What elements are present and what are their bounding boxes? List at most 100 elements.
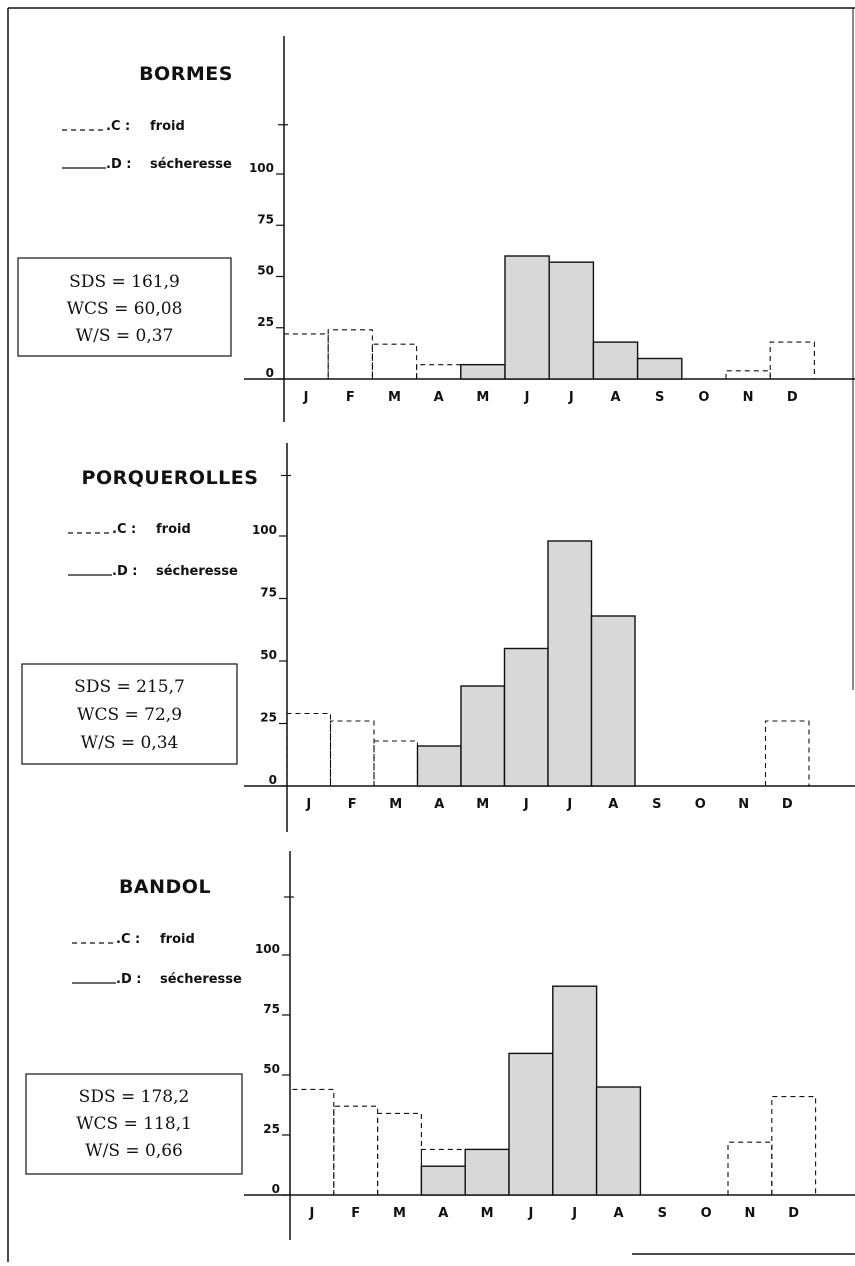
legend-code: .D : (116, 972, 141, 987)
month-label: A (608, 797, 618, 812)
y-tick-label: 50 (257, 264, 274, 278)
month-label: J (527, 1206, 533, 1221)
drought-bar (420, 1165, 466, 1196)
cold-bar (764, 720, 810, 786)
chart-panel-bandol: BANDOL .C : froid .D : sécheresse SDS = 178,2… (25, 851, 855, 1240)
legend-code: .D : (112, 564, 137, 579)
drought-bar (552, 985, 598, 1196)
y-tick-label: 75 (263, 1002, 280, 1016)
month-label: O (695, 797, 706, 812)
month-label: F (346, 390, 355, 405)
y-tick-label: 25 (263, 1122, 280, 1136)
month-label: D (787, 390, 798, 405)
stats-line: W/S = 0,34 (81, 733, 179, 753)
y-tick-label: 25 (260, 711, 277, 725)
cold-bar (371, 343, 418, 379)
month-label: J (305, 797, 311, 812)
month-label: M (481, 1206, 494, 1221)
month-label: J (566, 797, 572, 812)
y-tick-label: 100 (255, 942, 280, 956)
stats-box (21, 663, 238, 765)
legend-code: .C : (116, 932, 140, 947)
drought-bar (548, 261, 595, 380)
month-label: D (782, 797, 793, 812)
cold-bar (289, 1088, 335, 1195)
month-label: S (658, 1206, 667, 1221)
legend-label: sécheresse (156, 564, 238, 579)
legend-code: .D : (106, 157, 131, 172)
cold-bar (286, 712, 332, 786)
y-tick-label: 100 (249, 161, 274, 175)
drought-bar (590, 615, 636, 787)
legend-label: froid (156, 522, 191, 537)
drought-bar (547, 540, 593, 787)
y-tick-label: 0 (269, 773, 277, 787)
month-label: N (738, 797, 749, 812)
month-label: J (303, 390, 309, 405)
month-label: S (652, 797, 661, 812)
cold-bar (727, 1141, 773, 1195)
drought-bar (508, 1052, 554, 1196)
drought-bar (636, 357, 683, 380)
month-label: A (613, 1206, 623, 1221)
drought-bar (504, 255, 550, 380)
legend-label: sécheresse (160, 972, 242, 987)
month-label: S (655, 390, 664, 405)
month-label: N (743, 390, 754, 405)
stats-box (17, 257, 232, 357)
month-label: F (348, 797, 357, 812)
month-label: A (434, 797, 444, 812)
drought-bar (460, 685, 506, 787)
cold-bar (283, 333, 329, 379)
drought-bar (595, 1086, 642, 1196)
chart-panels: BORMES .C : froid .D : sécheresse SDS = 161,9… (17, 36, 855, 1240)
month-label: J (568, 390, 574, 405)
month-label: O (701, 1206, 712, 1221)
stats-line: WCS = 118,1 (76, 1114, 192, 1134)
y-tick-label: 50 (260, 648, 277, 662)
month-label: M (476, 797, 489, 812)
panel-title: BANDOL (119, 876, 211, 898)
legend-label: sécheresse (150, 157, 232, 172)
month-label: D (788, 1206, 799, 1221)
stats-line: WCS = 60,08 (67, 299, 183, 319)
y-tick-label: 75 (260, 586, 277, 600)
month-label: N (744, 1206, 755, 1221)
month-label: F (351, 1206, 360, 1221)
cold-bar (771, 1096, 817, 1195)
month-label: J (308, 1206, 314, 1221)
month-label: J (523, 797, 529, 812)
legend-label: froid (160, 932, 195, 947)
cold-bar (725, 370, 771, 379)
y-tick-label: 25 (257, 315, 274, 329)
month-label: A (610, 390, 620, 405)
cold-bar (416, 364, 462, 379)
month-label: M (388, 390, 401, 405)
y-tick-label: 0 (266, 366, 274, 380)
chart-panel-bormes: BORMES .C : froid .D : sécheresse SDS = 161,9… (17, 36, 855, 422)
month-label: M (476, 390, 489, 405)
drought-bar (503, 647, 549, 787)
panel-title: BORMES (139, 63, 233, 85)
month-label: O (698, 390, 709, 405)
cold-bar (769, 341, 815, 379)
legend-code: .C : (106, 119, 130, 134)
chart-panel-porquerolles: PORQUEROLLES .C : froid .D : sécheresse SDS =… (21, 443, 855, 832)
legend-code: .C : (112, 522, 136, 537)
cold-bar (373, 740, 419, 786)
stats-line: SDS = 161,9 (69, 272, 180, 292)
month-label: A (438, 1206, 448, 1221)
panel-title: PORQUEROLLES (82, 467, 259, 489)
y-tick-label: 0 (272, 1182, 280, 1196)
cold-bar (329, 720, 375, 786)
stats-line: W/S = 0,37 (76, 326, 174, 346)
drought-bar (460, 363, 506, 380)
y-tick-label: 75 (257, 212, 274, 226)
stats-line: SDS = 215,7 (74, 677, 185, 697)
drought-bar (592, 341, 639, 380)
cold-bar (377, 1112, 422, 1195)
stats-line: SDS = 178,2 (79, 1087, 190, 1107)
stats-line: W/S = 0,66 (85, 1141, 183, 1161)
